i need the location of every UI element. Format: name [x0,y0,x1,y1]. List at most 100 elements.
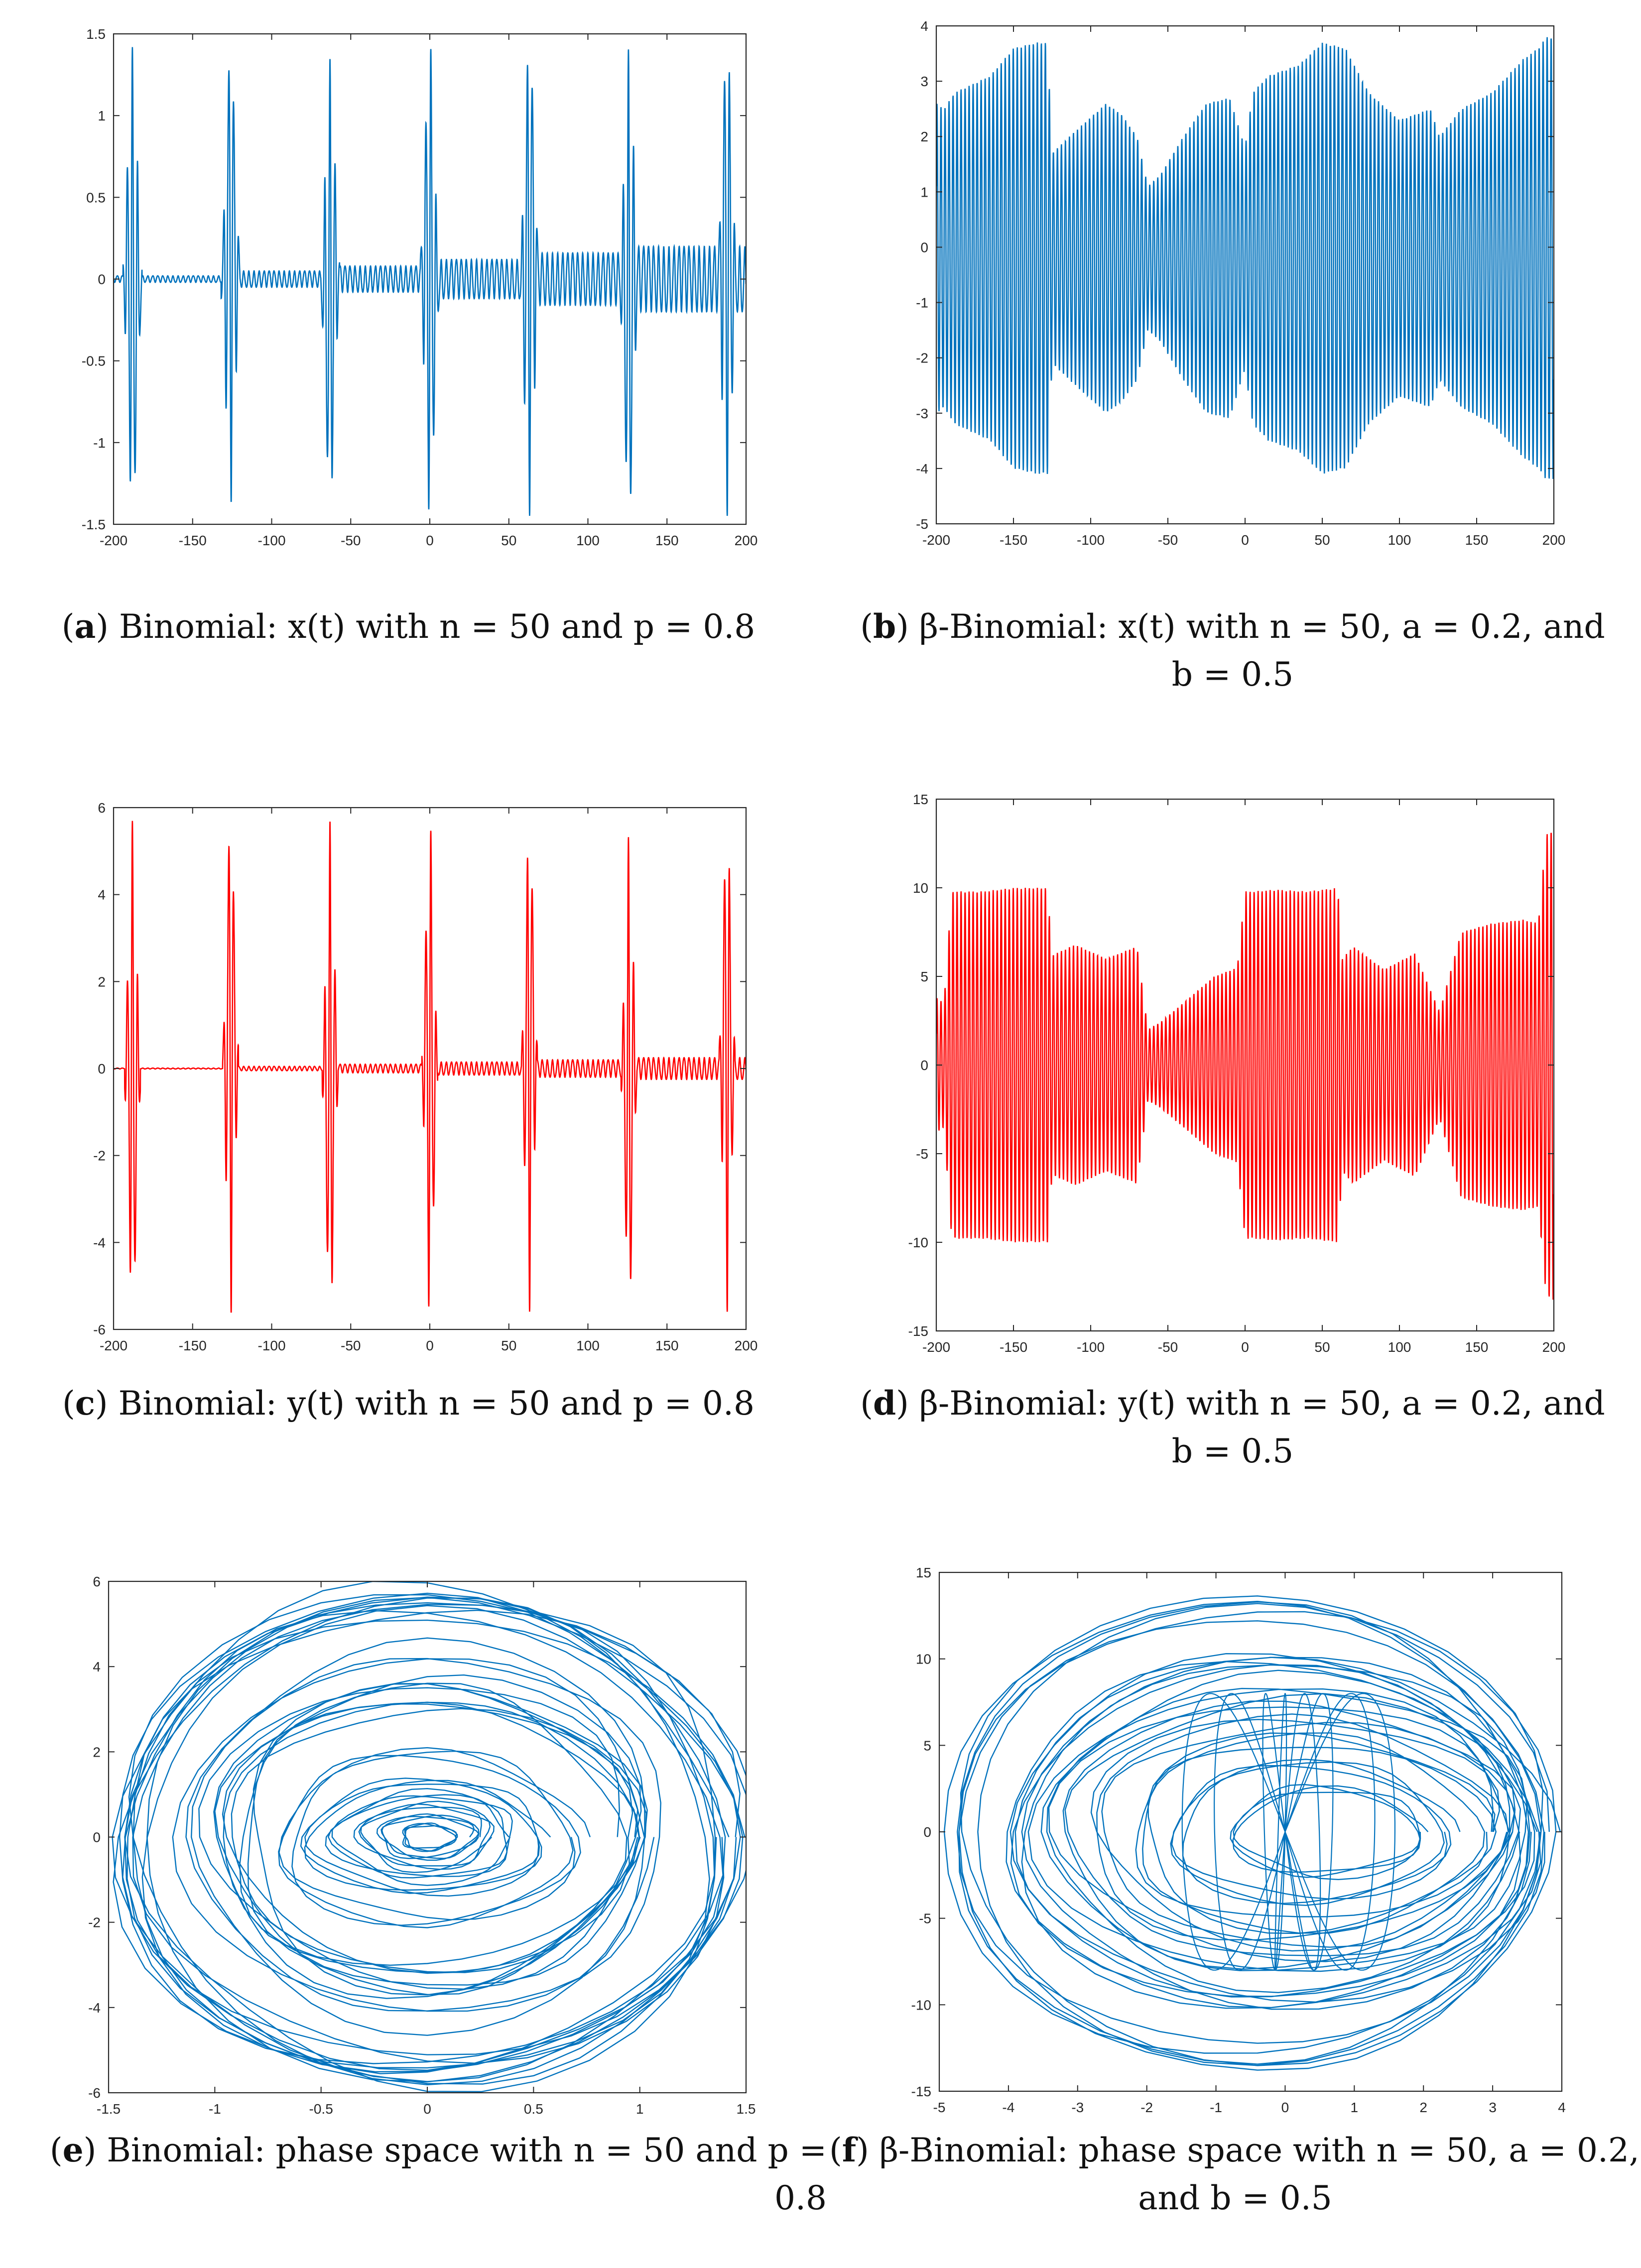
y-tick-label-c-3: 0 [98,1061,106,1076]
series-loop-f-1 [957,1601,1550,2066]
caption-f-text: β-Binomial: phase space with n = 50, a =… [869,2131,1640,2169]
y-tick-label-b-7: 2 [920,129,928,144]
x-tick-label-d-0: -200 [922,1339,950,1355]
y-tick-label-e-2: -2 [88,1915,101,1930]
x-tick-label-f-7: 2 [1419,2100,1427,2115]
x-tick-label-a-0: -200 [100,533,127,548]
series-line-c-0 [114,821,746,1313]
x-tick-label-a-7: 150 [655,533,679,548]
x-tick-label-c-7: 150 [655,1338,679,1353]
x-tick-label-f-2: -3 [1071,2100,1084,2115]
x-tick-label-f-1: -4 [1002,2100,1014,2115]
x-tick-label-f-6: 1 [1351,2100,1359,2115]
x-tick-label-c-8: 200 [735,1338,758,1353]
x-tick-label-d-2: -100 [1077,1339,1105,1355]
caption-c-letter: c [75,1384,95,1423]
caption-b-line2: b = 0.5 [1171,655,1294,694]
x-tick-label-d-1: -150 [1000,1339,1027,1355]
y-tick-label-b-2: -3 [916,406,928,421]
y-tick-label-a-2: -0.5 [82,354,106,369]
x-tick-label-e-5: 1 [636,2101,644,2117]
y-tick-label-c-6: 6 [98,800,106,816]
series-loop-e-4 [172,1637,661,2036]
x-tick-label-a-3: -50 [341,533,361,548]
series-loop-e-11 [353,1800,495,1873]
y-tick-label-f-5: 10 [916,1652,931,1667]
series-loop-e-3 [112,1581,730,2093]
y-tick-label-a-0: -1.5 [82,517,106,532]
y-tick-label-b-6: 1 [920,184,928,200]
chart-c: -200 -150 -100 -50 0 50 100 150 200 -6 -4 -2 0 2 4 6 [93,800,758,1353]
chart-a: -200 -150 -100 -50 0 50 100 150 200 -1.5 -1 -0.5 0 0.… [82,26,758,548]
x-tick-label-e-0: -1.5 [97,2101,121,2117]
x-tick-label-b-0: -200 [922,532,950,548]
series-loop-f-8 [1170,1759,1461,1906]
x-tick-label-b-4: 0 [1241,532,1249,548]
x-tick-label-d-6: 100 [1388,1339,1411,1355]
series-loop-f-2 [1006,1657,1561,2009]
chart-d: -200 -150 -100 -50 0 50 100 150 200-15-10-505101… [908,792,1566,1355]
y-tick-label-b-0: -5 [916,516,928,532]
x-tick-label-a-6: 100 [576,533,600,548]
caption-a-text: Binomial: x(t) with n = 50 and p = 0.8 [108,607,756,646]
y-tick-label-b-8: 3 [920,74,928,89]
series-line-d-0 [936,833,1554,1300]
y-tick-label-c-2: -2 [93,1148,106,1164]
series-loop-e-12 [376,1813,480,1861]
x-tick-label-c-0: -200 [100,1338,127,1353]
x-tick-label-d-4: 0 [1241,1339,1249,1355]
x-tick-label-f-5: 0 [1281,2100,1289,2115]
caption-c-text: Binomial: y(t) with n = 50 and p = 0.8 [108,1384,755,1423]
x-tick-label-f-0: -5 [933,2100,946,2115]
x-tick-label-e-4: 0.5 [524,2101,543,2117]
caption-d-text: β-Binomial: y(t) with n = 50, a = 0.2, a… [908,1384,1605,1423]
y-tick-label-e-5: 4 [93,1659,101,1674]
series-loop-e-13 [402,1822,458,1852]
y-tick-label-a-1: -1 [93,435,106,451]
caption-e-letter: e [62,2131,84,2169]
x-tick-label-a-5: 50 [501,533,516,548]
x-tick-label-f-4: -1 [1210,2100,1222,2115]
chart-e: -1.5 -1 -0.5 0 0.5 1 1.5 -6 -4 -2 0 2 4 6 [88,1574,756,2117]
x-tick-label-d-3: -50 [1158,1339,1178,1355]
x-tick-label-c-6: 100 [576,1338,600,1353]
y-tick-label-b-9: 4 [920,18,928,34]
y-tick-label-c-0: -6 [93,1322,106,1337]
caption-f: (f) β-Binomial: phase space with n = 50,… [829,2126,1641,2222]
x-tick-label-a-2: -100 [257,533,285,548]
x-tick-label-c-1: -150 [179,1338,207,1353]
y-tick-label-d-0: -15 [908,1323,928,1339]
x-tick-label-c-4: 0 [426,1338,434,1353]
series-loop-e-10 [325,1788,513,1886]
series-loop-e-7 [239,1682,640,1996]
y-tick-label-d-3: 0 [920,1058,928,1073]
plot-area-b [936,37,1554,479]
y-tick-label-b-1: -4 [916,461,928,477]
caption-c: (c) Binomial: y(t) with n = 50 and p = 0… [62,1384,755,1423]
y-tick-label-e-3: 0 [93,1830,101,1845]
y-tick-label-d-6: 15 [913,792,928,807]
series-loop-f-9 [1230,1784,1429,1881]
y-tick-label-b-4: -1 [916,295,928,311]
x-tick-label-c-2: -100 [257,1338,285,1353]
plot-area-a [114,47,746,516]
caption-d-line2: b = 0.5 [1171,1432,1294,1470]
series-loop-e-6 [222,1701,647,1974]
x-tick-label-b-3: -50 [1158,532,1178,548]
y-tick-label-e-4: 2 [93,1744,101,1760]
caption-b-text: β-Binomial: x(t) with n = 50, a = 0.2, a… [908,607,1605,646]
x-tick-label-c-3: -50 [341,1338,361,1353]
y-tick-label-c-4: 2 [98,974,106,989]
series-loop-f-6 [1090,1713,1515,1952]
caption-b: (b) β-Binomial: x(t) with n = 50, a = 0.… [860,607,1605,694]
caption-d: (d) β-Binomial: y(t) with n = 50, a = 0.… [860,1384,1605,1470]
series-loop-f-4 [1027,1670,1527,1994]
y-tick-label-c-5: 4 [98,887,106,903]
series-line-b-0 [936,37,1554,479]
y-tick-label-e-1: -4 [88,2000,101,2016]
series-loop-e-9 [300,1778,551,1897]
y-tick-label-f-2: -5 [919,1911,931,1926]
chart-b: -200 -150 -100 -50 0 50 100 150 200 -5 -4 -3 -2 -1 0 1 2… [916,18,1565,548]
y-tick-label-e-0: -6 [88,2085,101,2101]
